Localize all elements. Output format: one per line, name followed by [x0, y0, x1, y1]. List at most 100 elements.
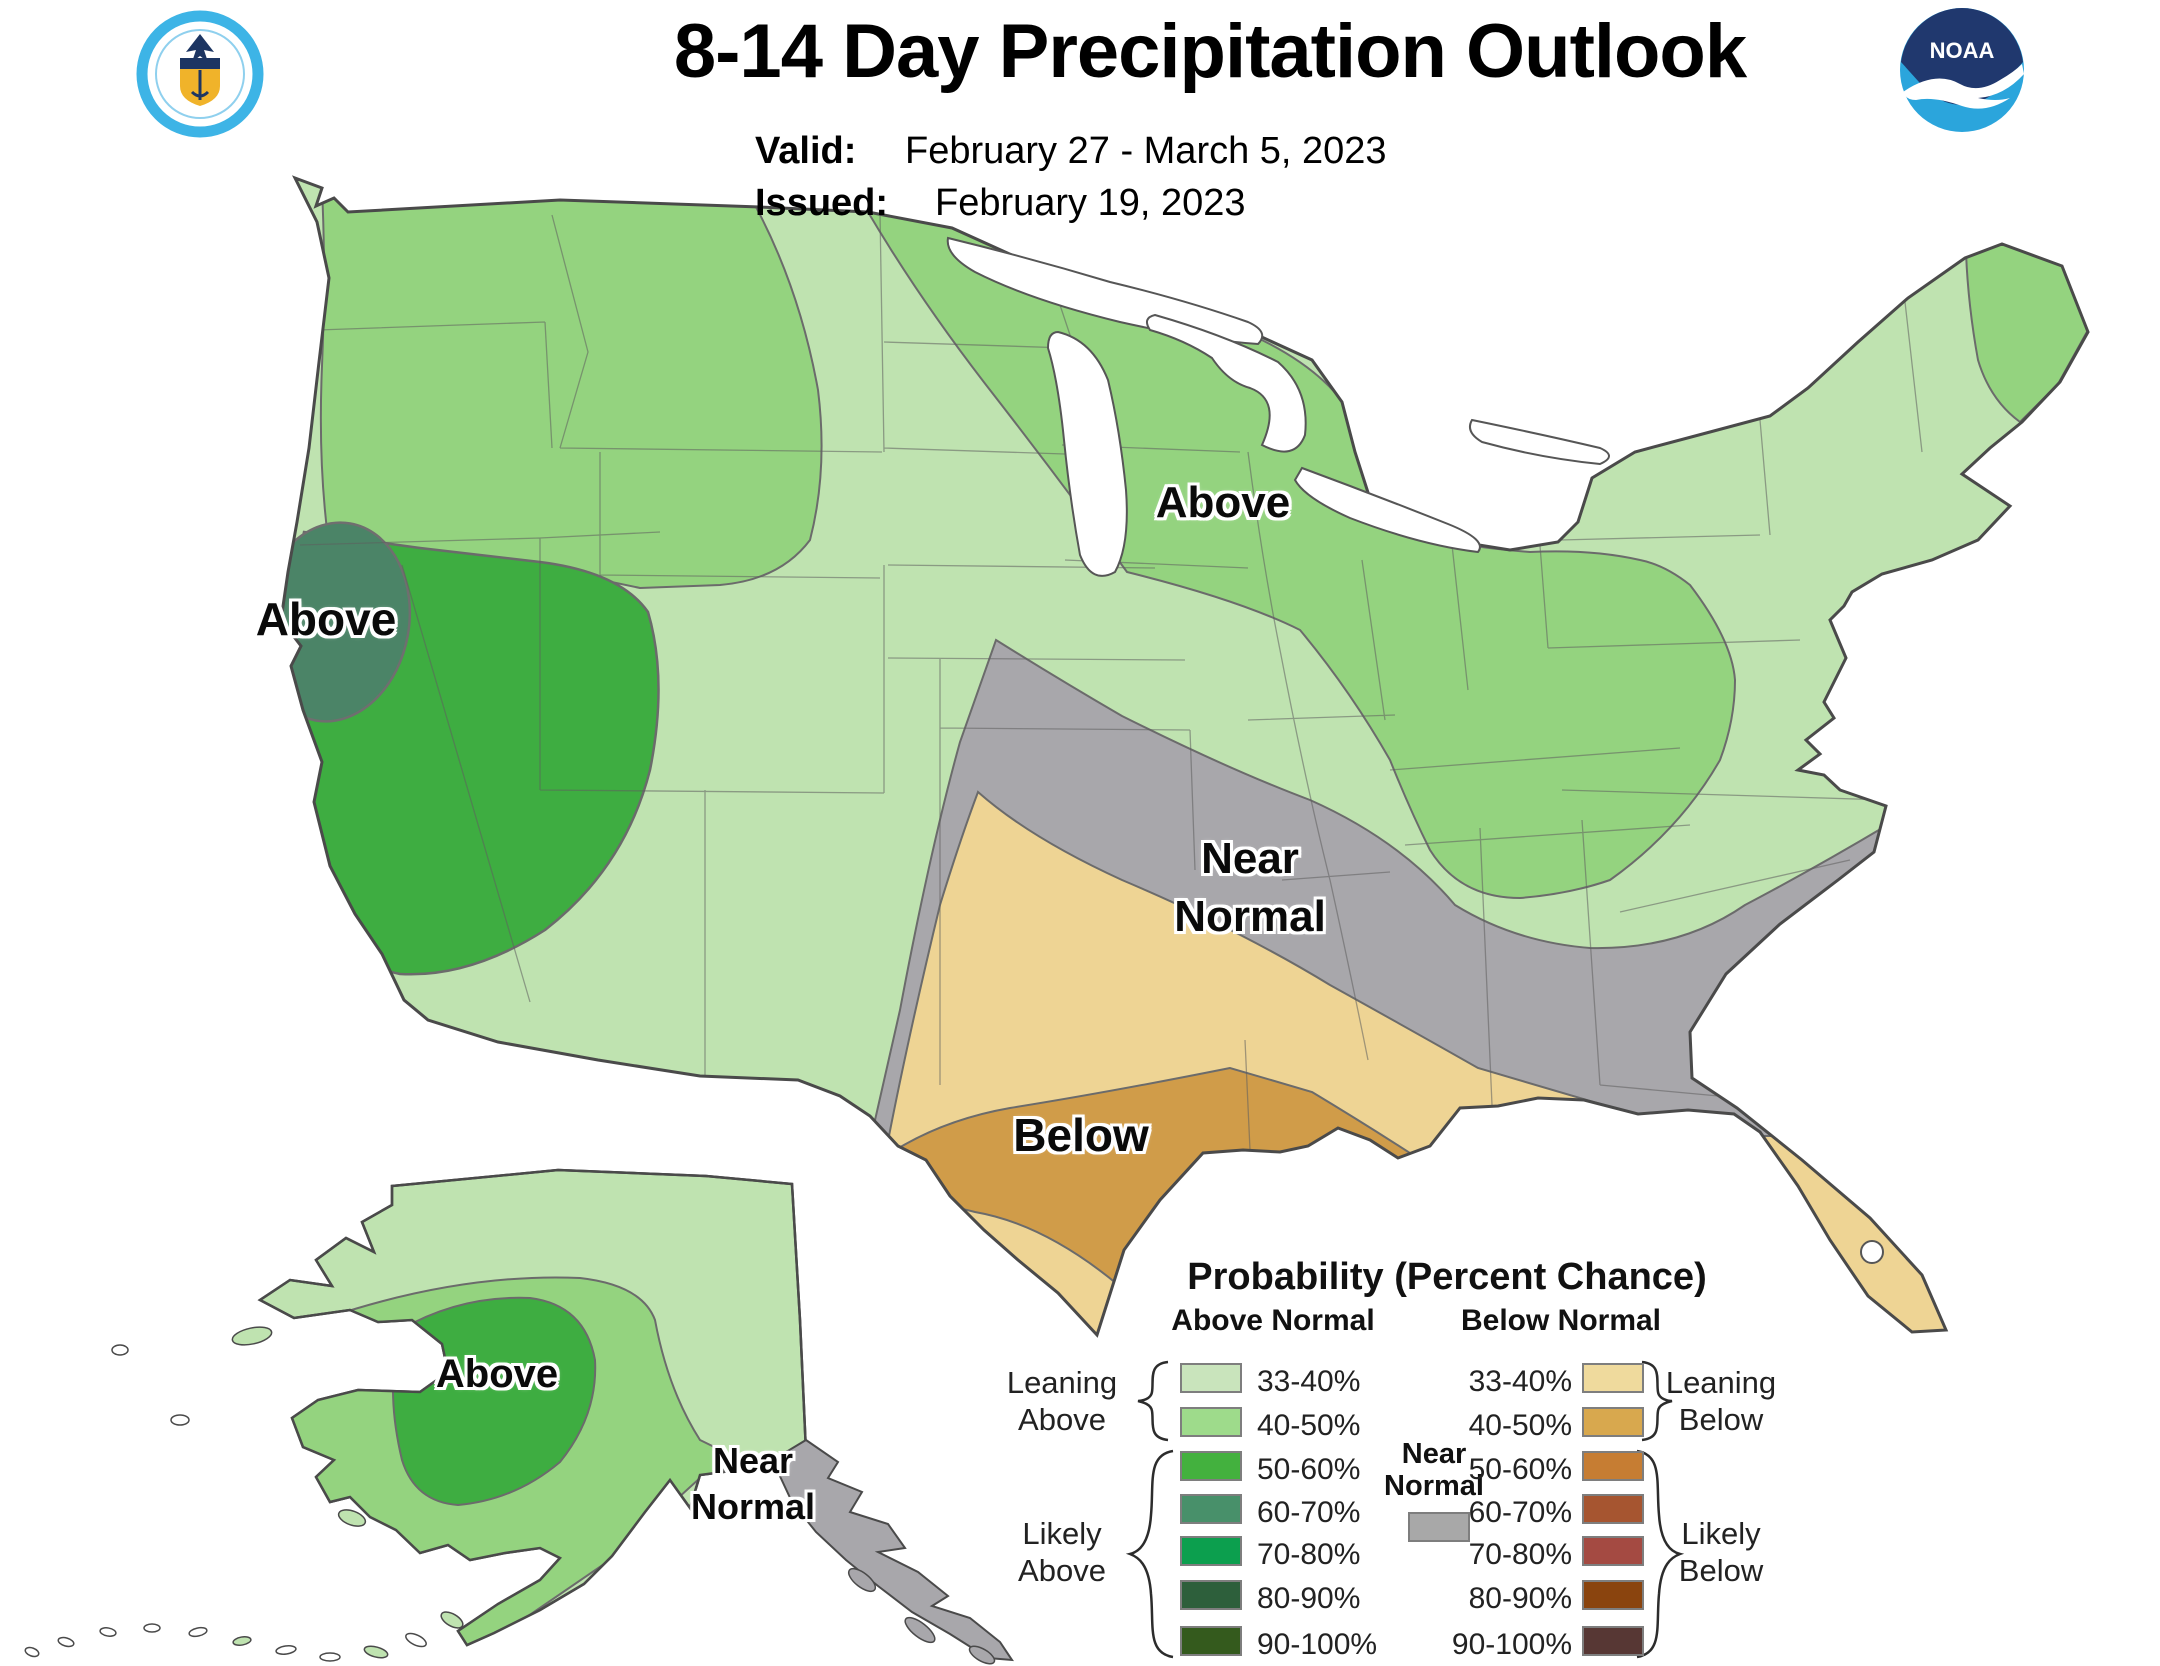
aleutian-island [188, 1626, 208, 1638]
legend-below-header: Below Normal [1460, 1304, 1662, 1337]
lake-superior [946, 236, 1264, 346]
legend-range-above-80-90: 80-90% [1257, 1582, 1361, 1615]
legend-range-below-80-90: 80-90% [1468, 1582, 1572, 1615]
aleutian-island [319, 1652, 341, 1662]
legend-swatch-below-40-50 [1582, 1407, 1644, 1437]
state-border-line [299, 212, 1191, 1085]
legend-range-below-60-70: 60-70% [1468, 1496, 1572, 1529]
leaning-below-line1: Leaning [1665, 1365, 1777, 1400]
leaning-above-line2: Above [1018, 1402, 1106, 1437]
bering-islet [231, 1326, 273, 1346]
aleutian-island [24, 1646, 40, 1658]
legend-range-below-50-60: 50-60% [1468, 1453, 1572, 1486]
legend-above-header: Above Normal [1171, 1304, 1375, 1337]
region-california-above-60-70 [281, 521, 412, 723]
legend-range-below-90-100: 90-100% [1451, 1628, 1572, 1661]
near-normal-line2: Normal [1174, 892, 1326, 941]
aleutian-island [363, 1645, 389, 1659]
aleutian-island [440, 1611, 464, 1629]
legend-swatch-below-70-80 [1582, 1536, 1644, 1566]
legend-likely-above: Likely Above [952, 1515, 1172, 1589]
map-label-near-normal-central: Near Normal [1100, 830, 1400, 946]
lake-ontario [1469, 418, 1610, 466]
legend-swatch-below-80-90 [1582, 1580, 1644, 1610]
legend-swatch-above-60-70 [1180, 1494, 1242, 1524]
aleutian-islands [24, 1326, 464, 1662]
alaska-outline [257, 1168, 808, 1647]
map-label-above-alaska: Above [435, 1352, 559, 1396]
legend-near-line2: Normal [1384, 1470, 1484, 1502]
aleutian-island [275, 1645, 297, 1655]
alaska-panhandle-islets [847, 1567, 996, 1665]
legend-leaning-above: Leaning Above [952, 1364, 1172, 1438]
likely-above-line2: Above [1018, 1553, 1106, 1588]
doc-seal [136, 10, 264, 138]
bering-islet [111, 1344, 129, 1356]
bering-islet [337, 1509, 367, 1527]
likely-below-line2: Below [1678, 1553, 1764, 1588]
brace-leaning-above [1137, 1360, 1169, 1442]
lake-michigan [1046, 330, 1128, 577]
noaa-logo-text: NOAA [1930, 38, 1995, 63]
aleutian-island [99, 1627, 117, 1637]
doc-shield-chief [180, 58, 220, 69]
legend-swatch-below-50-60 [1582, 1451, 1644, 1481]
issued-label: Issued: [755, 182, 889, 224]
region-northwest-above-40-50 [319, 188, 823, 590]
likely-above-line1: Likely [1022, 1516, 1102, 1551]
legend-title: Probability (Percent Chance) [1187, 1256, 1707, 1298]
page-title: 8-14 Day Precipitation Outlook [673, 9, 1747, 94]
legend-swatch-above-80-90 [1180, 1580, 1242, 1610]
map-label-above-midwest: Above [1155, 478, 1291, 527]
lake-erie [1293, 466, 1481, 554]
legend-swatch-above-33-40 [1180, 1363, 1242, 1393]
legend-near-line1: Near [1401, 1438, 1467, 1470]
lake-huron [1145, 313, 1307, 453]
legend-swatch-below-60-70 [1582, 1494, 1644, 1524]
ak-near-line2: Normal [690, 1486, 816, 1527]
panhandle-islet [904, 1616, 936, 1644]
bering-islet [170, 1414, 190, 1426]
map-label-near-normal-alaska: Near Normal [623, 1438, 883, 1530]
legend-range-above-33-40: 33-40% [1257, 1365, 1361, 1398]
legend-swatch-above-90-100 [1180, 1626, 1242, 1656]
great-lakes [946, 236, 1884, 1264]
lake-okeechobee [1860, 1240, 1884, 1264]
ak-near-line1: Near [712, 1440, 794, 1481]
issued-value: February 19, 2023 [935, 182, 1246, 224]
legend-range-below-40-50: 40-50% [1468, 1409, 1572, 1442]
legend-swatch-above-40-50 [1180, 1407, 1242, 1437]
noaa-gull-icon [1903, 64, 2024, 109]
noaa-logo: NOAA [1900, 8, 2024, 132]
valid-value: February 27 - March 5, 2023 [905, 130, 1387, 172]
legend-range-below-33-40: 33-40% [1468, 1365, 1572, 1398]
leaning-below-line2: Below [1678, 1402, 1764, 1437]
legend-range-above-40-50: 40-50% [1257, 1409, 1361, 1442]
panhandle-islet [847, 1567, 877, 1593]
legend-swatch-above-70-80 [1180, 1536, 1242, 1566]
aleutian-island [232, 1636, 252, 1646]
legend-near-normal-label: Near Normal [1334, 1438, 1534, 1502]
map-label-above-west: Above [255, 593, 397, 645]
brace-likely-above [1125, 1449, 1174, 1659]
aleutian-island [57, 1636, 75, 1648]
legend-leaning-below: Leaning Below [1611, 1364, 1831, 1438]
aleutian-island [405, 1632, 427, 1648]
legend-swatch-below-90-100 [1582, 1626, 1644, 1656]
alaska-panhandle-near-normal [776, 1438, 1014, 1662]
legend-likely-below: Likely Below [1611, 1515, 1831, 1589]
panhandle-islet [968, 1645, 996, 1665]
valid-label: Valid: [755, 130, 857, 172]
legend-swatch-near-normal [1408, 1512, 1470, 1542]
doc-eagle-icon [186, 34, 214, 62]
brace-likely-below [1636, 1449, 1685, 1659]
leaning-above-line1: Leaning [1006, 1365, 1118, 1400]
brace-leaning-below [1641, 1360, 1673, 1442]
near-normal-line1: Near [1201, 834, 1299, 883]
legend-braces [1125, 1360, 1685, 1659]
conus-outline [279, 175, 2090, 1338]
legend-range-above-60-70: 60-70% [1257, 1496, 1361, 1529]
aleutian-island [143, 1623, 161, 1633]
